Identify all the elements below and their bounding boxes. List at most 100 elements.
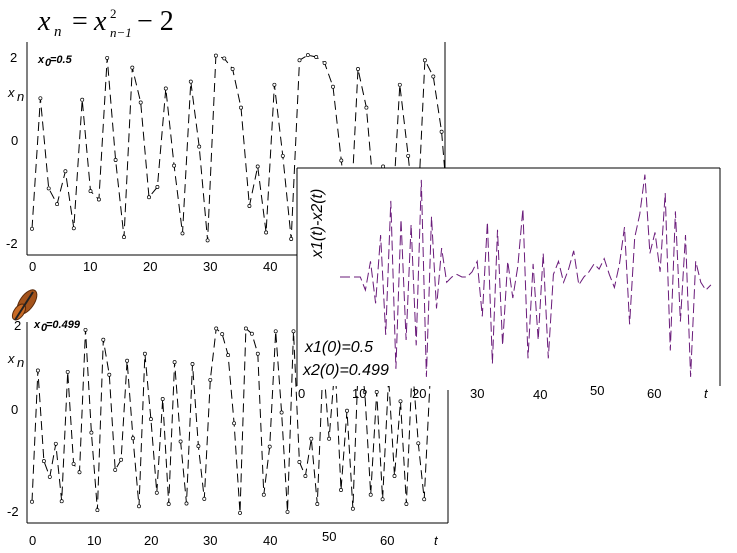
panel1-data-point (239, 105, 243, 110)
panel1-data-point (297, 58, 302, 63)
panel2-data-point (238, 510, 242, 515)
panel2-xtick: 40 (263, 533, 277, 548)
panel2-xtick: 60 (380, 533, 394, 548)
panel2-data-point (249, 331, 254, 336)
panel2-ytick: 2 (14, 318, 21, 333)
panel1-data-point (272, 82, 277, 87)
panel2-data-point (77, 470, 82, 475)
panel2-data-point (327, 436, 332, 441)
panel2-data-point (59, 499, 64, 504)
panel1-data-point (71, 226, 76, 231)
panel2-data-point (398, 399, 403, 404)
panel2-data-point (208, 377, 213, 382)
panel1-xtick: 10 (83, 259, 97, 274)
panel1-data-point (247, 204, 252, 208)
panel2-data-point (362, 390, 367, 394)
panel2-data-point (131, 436, 135, 441)
panel1-data-point (197, 144, 202, 149)
panel2-annotation-tail: =0.499 (46, 319, 81, 331)
panel1-data-point (331, 84, 335, 89)
panel3-series-line (340, 174, 712, 377)
panel1-data-point (264, 230, 269, 235)
panel1-data-point (155, 185, 160, 189)
panel2-data-point (71, 461, 76, 466)
panel2-data-point (267, 444, 272, 449)
panel1-ylabel: x (7, 85, 15, 100)
panel1-data-point (431, 74, 436, 79)
panel1-data-point (213, 53, 218, 58)
panel1-annotation: x (37, 54, 45, 66)
panel1-data-point (105, 55, 110, 60)
panel2-xtick: 0 (29, 533, 36, 548)
panel-x0-0.5: x n x 0 =0.5 2 0 -2 0 10 20 30 40 (6, 42, 452, 274)
panel1-data-point (147, 195, 151, 200)
panel1-data-point (63, 169, 68, 174)
panel2-data-point (291, 329, 296, 334)
panel1-data-point (322, 61, 327, 65)
formula-title: x n = x 2 n−1 − 2 (37, 6, 174, 40)
panel1-data-point (305, 53, 310, 58)
panel2-data-point (303, 474, 308, 478)
panel1-xtick: 20 (143, 259, 157, 274)
formula-tail: − 2 (137, 6, 174, 37)
panel1-data-point (439, 129, 444, 134)
panel2-data-point (178, 439, 183, 444)
panel2-data-point (53, 441, 58, 446)
panel3-xtick: 50 (590, 383, 604, 398)
panel1-ytick: 0 (11, 133, 18, 148)
panel2-series (30, 326, 433, 515)
panel1-data-point (122, 235, 126, 240)
panel2-data-point (101, 337, 106, 342)
panel2-data-point (350, 506, 355, 511)
panel1-data-point (222, 56, 227, 61)
panel2-data-point (148, 417, 153, 422)
panel3-series (340, 174, 712, 377)
panel1-data-point (339, 158, 344, 163)
panel2-xtick: 20 (144, 533, 158, 548)
panel2-data-point (309, 436, 314, 441)
panel2-data-point (392, 474, 397, 478)
panel2-data-point (368, 492, 373, 497)
panel2-data-point (89, 430, 94, 435)
panel2-data-point (190, 362, 195, 366)
panel2-data-point (243, 326, 248, 331)
panel1-data-point (80, 97, 85, 102)
panel2-data-point (279, 410, 284, 415)
panel2-data-point (422, 497, 427, 502)
panel1-ylabel-sub: n (17, 89, 24, 104)
panel3-xtick: 0 (298, 386, 305, 401)
panel1-data-point (188, 79, 193, 84)
panel2-ytick: -2 (7, 504, 19, 519)
panel1-data-point (55, 202, 60, 207)
formula-rhs-sub: n−1 (110, 25, 132, 40)
butterfly-icon (11, 289, 38, 321)
panel2-data-point (113, 467, 118, 472)
panel2-data-point (202, 496, 207, 501)
panel1-data-point (289, 237, 294, 241)
panel2-xtick: 50 (322, 529, 336, 544)
panel2-ytick: 0 (11, 402, 18, 417)
panel2-data-point (374, 390, 379, 394)
panel1-data-point (314, 55, 319, 59)
panel2-data-point (154, 490, 159, 495)
panel1-ytick: -2 (6, 236, 18, 251)
panel3-xtick: 30 (470, 386, 484, 401)
panel1-data-point (280, 153, 285, 158)
panel1-data-point (38, 96, 43, 101)
panel1-data-point (130, 65, 135, 70)
panel2-data-point (35, 368, 40, 373)
panel2-data-point (47, 474, 52, 479)
panel-difference: x1(t)-x2(t) x1(0)=0.5 x2(0)=0.499 0 10 2… (296, 167, 721, 402)
panel1-ytick: 2 (10, 50, 17, 65)
panel1-data-point (96, 197, 101, 202)
panel2-data-point (41, 459, 46, 464)
panel1-data-point (46, 186, 51, 191)
panel2-xtick: 30 (203, 533, 217, 548)
panel1-xtick: 0 (29, 259, 36, 274)
panel3-xtick: t (704, 386, 709, 401)
panel2-data-point (220, 332, 225, 337)
panel3-xtick: 20 (412, 386, 426, 401)
formula-rhs-sup: 2 (110, 6, 117, 21)
panel2-data-point (285, 509, 290, 514)
